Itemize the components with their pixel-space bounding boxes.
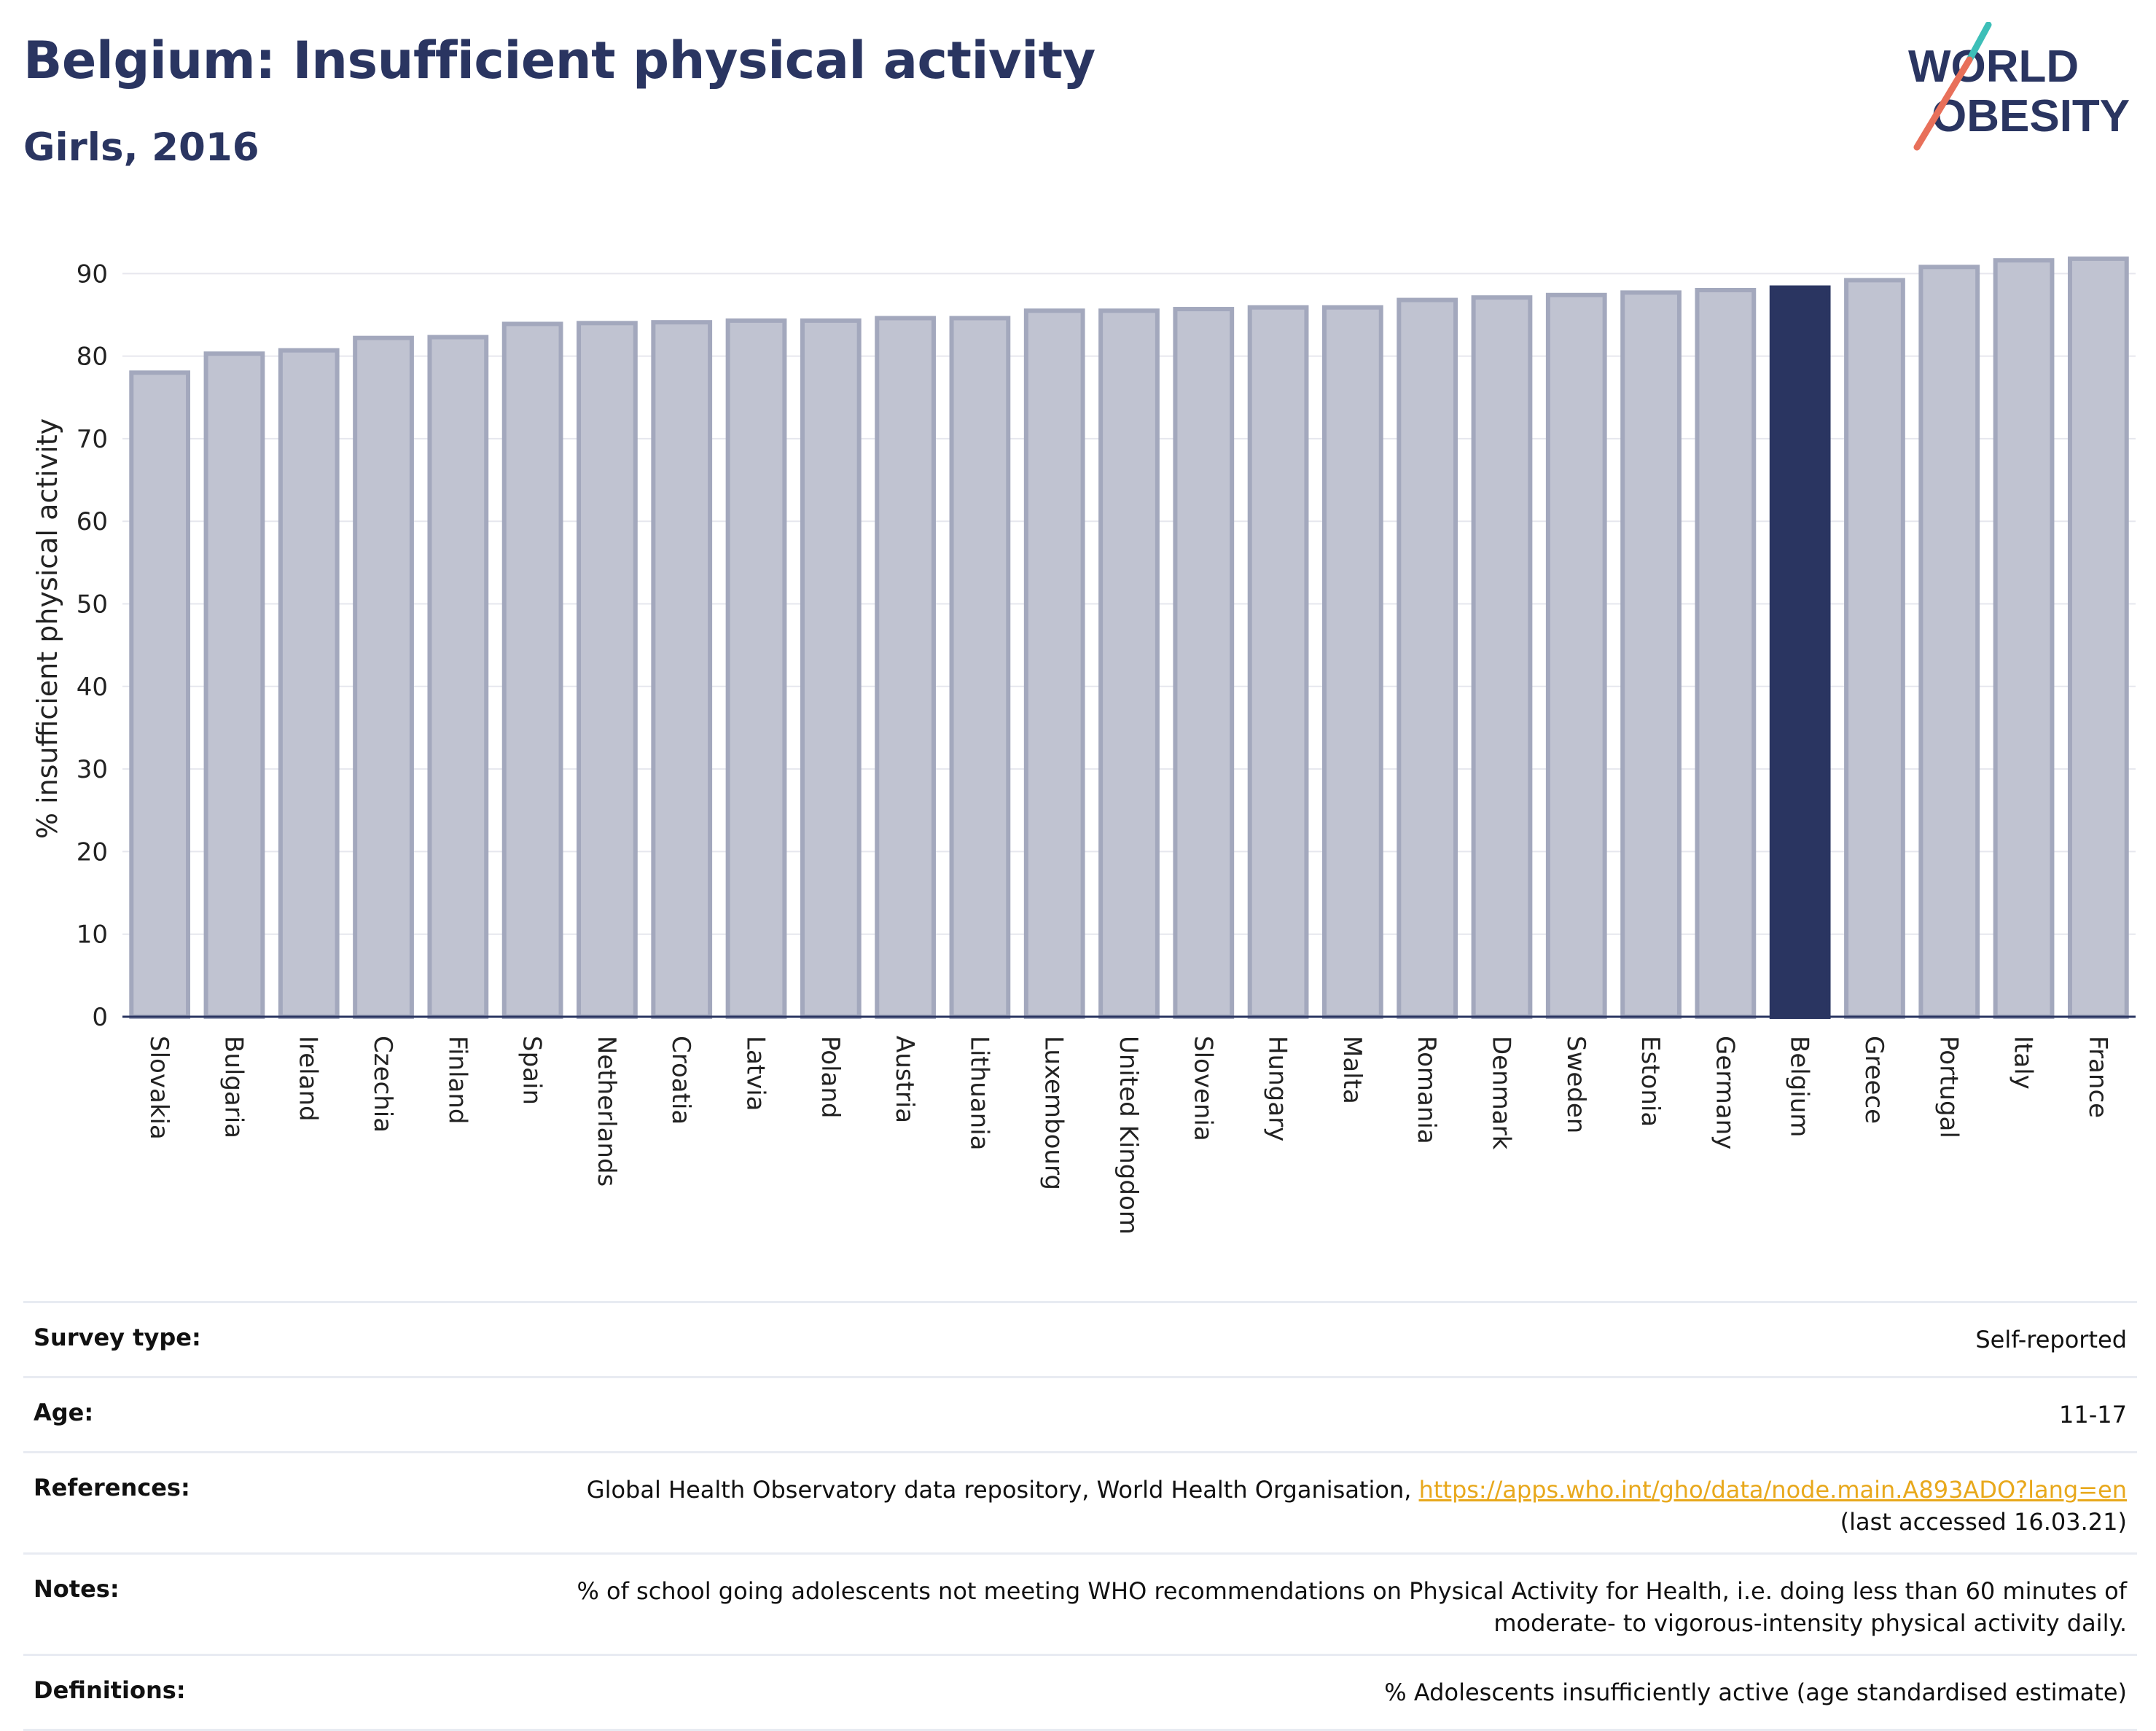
bar <box>353 335 414 1020</box>
x-tick-label: Romania <box>1412 1036 1441 1144</box>
bar <box>875 316 936 1019</box>
bar <box>1023 308 1085 1020</box>
bar <box>501 321 563 1019</box>
bar <box>1397 297 1458 1019</box>
bar <box>427 335 489 1019</box>
bar <box>1769 285 1831 1020</box>
x-tick-label: Belgium <box>1785 1036 1814 1137</box>
info-row-definitions: Definitions: % Adolescents insufficientl… <box>23 1654 2137 1731</box>
x-tick-label: France <box>2083 1036 2112 1118</box>
x-tick-label: Latvia <box>741 1036 770 1111</box>
x-tick-label: Czechia <box>368 1036 397 1133</box>
info-label: Definitions: <box>23 1654 252 1731</box>
x-tick-label: United Kingdom <box>1114 1036 1143 1235</box>
bar <box>651 320 713 1019</box>
bar <box>1620 290 1682 1019</box>
x-tick-label: Ireland <box>294 1036 323 1122</box>
x-tick-label: Netherlands <box>592 1036 621 1187</box>
bar <box>1322 305 1383 1019</box>
bar <box>1247 305 1309 1019</box>
x-tick-label: Finland <box>442 1036 472 1125</box>
x-tick-label: Poland <box>816 1036 845 1119</box>
notes-line-2: moderate- to vigorous-intensity physical… <box>1493 1609 2127 1637</box>
x-tick-label: Germany <box>1710 1036 1739 1149</box>
info-value: 11-17 <box>252 1376 2137 1453</box>
info-label: Notes: <box>23 1552 252 1655</box>
y-tick-label: 30 <box>77 755 108 784</box>
info-label: Survey type: <box>23 1301 252 1378</box>
x-tick-label: Bulgaria <box>219 1036 248 1138</box>
bar <box>800 318 862 1020</box>
x-tick-label: Sweden <box>1561 1036 1590 1133</box>
x-tick-label: Italy <box>2009 1036 2038 1090</box>
chart-title: Belgium: Insufficient physical activity <box>23 31 1095 90</box>
y-tick-label: 10 <box>77 921 108 950</box>
bar <box>2067 256 2129 1019</box>
info-value: % Adolescents insufficiently active (age… <box>252 1654 2137 1731</box>
x-tick-label: Hungary <box>1263 1036 1292 1141</box>
bar <box>129 370 191 1019</box>
bar <box>725 318 787 1020</box>
x-tick-label: Slovakia <box>144 1036 173 1140</box>
bar <box>1545 292 1607 1019</box>
references-text: Global Health Observatory data repositor… <box>586 1476 1419 1504</box>
logo-word-obesity: OBESITY <box>1932 91 2130 141</box>
notes-line-1: % of school going adolescents not meetin… <box>577 1577 2127 1605</box>
y-tick-label: 60 <box>77 507 108 536</box>
logo-word-world: WORLD <box>1908 42 2079 92</box>
bar <box>203 351 265 1019</box>
x-tick-label: Croatia <box>666 1036 695 1125</box>
bar <box>1993 258 2055 1019</box>
x-tick-label: Lithuania <box>964 1036 993 1150</box>
world-obesity-logo: WORLD OBESITY <box>1908 22 2130 151</box>
info-row-notes: Notes: % of school going adolescents not… <box>23 1552 2137 1655</box>
chart-subtitle: Girls, 2016 <box>23 125 259 170</box>
references-link[interactable]: https://apps.who.int/gho/data/node.main.… <box>1418 1476 2127 1504</box>
y-tick-label: 40 <box>77 673 108 702</box>
info-row-age: Age: 11-17 <box>23 1376 2137 1453</box>
logo-slash-teal <box>1966 22 1992 63</box>
y-tick-label: 90 <box>77 259 108 289</box>
x-tick-label: Denmark <box>1486 1036 1515 1150</box>
y-tick-label: 80 <box>77 343 108 372</box>
bar <box>1918 265 1980 1019</box>
x-tick-label: Luxembourg <box>1039 1036 1069 1190</box>
bar <box>1098 308 1160 1020</box>
bar <box>1695 287 1757 1020</box>
y-tick-label: 0 <box>92 1003 108 1032</box>
bar <box>1471 295 1533 1019</box>
info-label: References: <box>23 1451 252 1554</box>
bar <box>949 316 1011 1019</box>
info-value: Global Health Observatory data repositor… <box>252 1451 2137 1554</box>
x-tick-label: Portugal <box>1934 1036 1963 1138</box>
bar <box>278 348 340 1020</box>
bar <box>1173 307 1235 1019</box>
info-row-references: References: Global Health Observatory da… <box>23 1451 2137 1554</box>
info-table: Survey type: Self-reported Age: 11-17 Re… <box>23 1301 2137 1731</box>
info-row-survey-type: Survey type: Self-reported <box>23 1301 2137 1378</box>
bar <box>577 321 638 1020</box>
x-tick-label: Greece <box>1859 1036 1889 1124</box>
y-tick-label: 20 <box>77 837 108 867</box>
x-tick-label: Slovenia <box>1188 1036 1217 1141</box>
y-axis-label: % insufficient physical activity <box>31 418 63 839</box>
info-value: % of school going adolescents not meetin… <box>252 1552 2137 1655</box>
y-tick-label: 70 <box>77 425 108 454</box>
y-tick-label: 50 <box>77 590 108 620</box>
x-tick-label: Malta <box>1337 1036 1367 1104</box>
x-tick-label: Spain <box>517 1036 547 1105</box>
info-label: Age: <box>23 1376 252 1453</box>
logo-slash-coral <box>1913 56 1973 151</box>
bar <box>1844 278 1905 1019</box>
x-tick-label: Estonia <box>1636 1036 1665 1127</box>
bar-chart: 0 10 20 30 40 50 60 70 80 90 % insufficient physic… <box>31 256 2136 1235</box>
info-value: Self-reported <box>252 1301 2137 1378</box>
references-accessed: (last accessed 16.03.21) <box>1840 1508 2127 1536</box>
x-tick-label: Austria <box>890 1036 919 1123</box>
